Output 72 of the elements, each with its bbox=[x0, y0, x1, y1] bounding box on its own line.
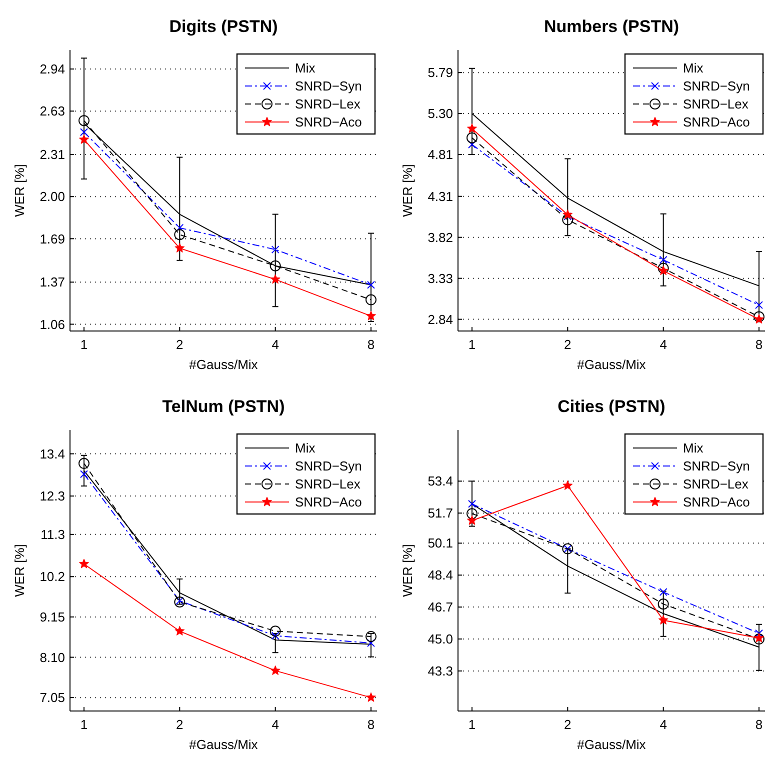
legend-label: SNRD−Aco bbox=[683, 114, 750, 130]
x-axis-title: #Gauss/Mix bbox=[189, 357, 258, 372]
legend-label: Mix bbox=[683, 60, 704, 76]
y-tick-label: 1.69 bbox=[40, 231, 65, 246]
x-axis-title: #Gauss/Mix bbox=[577, 737, 646, 752]
y-axis-title: WER [%] bbox=[12, 544, 27, 597]
legend-label: SNRD−Syn bbox=[295, 78, 362, 94]
x-tick-label: 2 bbox=[564, 337, 572, 352]
chart-title: Cities (PSTN) bbox=[558, 397, 666, 416]
x-tick-label: 2 bbox=[176, 717, 184, 732]
y-tick-label: 43.3 bbox=[428, 664, 453, 679]
y-tick-label: 10.2 bbox=[40, 569, 65, 584]
x-tick-label: 4 bbox=[272, 337, 279, 352]
x-axis-title: #Gauss/Mix bbox=[189, 737, 258, 752]
y-axis-title: WER [%] bbox=[400, 164, 415, 217]
x-tick-label: 4 bbox=[272, 717, 279, 732]
legend-label: SNRD−Aco bbox=[295, 114, 362, 130]
y-tick-label: 11.3 bbox=[40, 526, 65, 542]
x-tick-label: 1 bbox=[80, 337, 88, 352]
x-tick-label: 2 bbox=[564, 717, 572, 732]
y-tick-label: 48.4 bbox=[428, 568, 453, 583]
y-tick-label: 2.63 bbox=[40, 104, 65, 119]
legend-label: Mix bbox=[295, 440, 316, 456]
y-tick-label: 51.7 bbox=[428, 506, 453, 521]
legend-label: Mix bbox=[683, 440, 704, 456]
legend-label: SNRD−Syn bbox=[683, 78, 750, 94]
y-tick-label: 13.4 bbox=[40, 446, 65, 462]
y-tick-label: 5.30 bbox=[428, 106, 453, 122]
legend-label: Mix bbox=[295, 60, 316, 76]
legend-label: SNRD−Lex bbox=[295, 476, 361, 492]
y-tick-label: 1.06 bbox=[40, 316, 65, 332]
legend-label: SNRD−Aco bbox=[295, 494, 362, 510]
y-tick-label: 1.37 bbox=[40, 274, 65, 290]
y-tick-label: 50.1 bbox=[428, 536, 453, 551]
legend-label: SNRD−Lex bbox=[683, 96, 749, 112]
y-tick-label: 46.7 bbox=[428, 600, 453, 615]
chart-title: Digits (PSTN) bbox=[169, 17, 278, 36]
chart-title: Numbers (PSTN) bbox=[544, 17, 680, 36]
y-tick-label: 9.15 bbox=[40, 610, 65, 624]
y-tick-label: 45.0 bbox=[428, 632, 453, 647]
legend-label: SNRD−Lex bbox=[295, 96, 361, 112]
y-tick-label: 2.84 bbox=[428, 312, 453, 327]
y-tick-label: 2.94 bbox=[40, 62, 65, 77]
x-tick-label: 8 bbox=[367, 337, 375, 352]
y-tick-label: 5.79 bbox=[428, 65, 453, 80]
legend-label: SNRD−Syn bbox=[295, 458, 362, 474]
y-tick-label: 2.00 bbox=[40, 189, 65, 204]
y-axis-title: WER [%] bbox=[400, 544, 415, 597]
y-tick-label: 53.4 bbox=[428, 474, 453, 489]
y-tick-label: 3.33 bbox=[428, 270, 453, 286]
x-tick-label: 8 bbox=[755, 337, 763, 352]
x-tick-label: 1 bbox=[468, 337, 476, 352]
y-tick-label: 3.82 bbox=[428, 230, 453, 245]
y-axis-title: WER [%] bbox=[12, 164, 27, 217]
legend-label: SNRD−Lex bbox=[683, 476, 749, 492]
x-tick-label: 8 bbox=[755, 717, 763, 732]
y-tick-label: 4.31 bbox=[428, 188, 453, 204]
legend-label: SNRD−Syn bbox=[683, 458, 750, 474]
x-tick-label: 4 bbox=[660, 717, 667, 732]
x-tick-label: 1 bbox=[80, 717, 88, 732]
y-tick-label: 2.31 bbox=[40, 147, 65, 162]
legend-label: SNRD−Aco bbox=[683, 494, 750, 510]
x-tick-label: 8 bbox=[367, 717, 375, 732]
y-tick-label: 8.10 bbox=[40, 650, 65, 665]
y-tick-label: 7.05 bbox=[40, 690, 65, 706]
chart-title: TelNum (PSTN) bbox=[162, 397, 285, 416]
x-axis-title: #Gauss/Mix bbox=[577, 357, 646, 372]
x-tick-label: 2 bbox=[176, 337, 184, 352]
x-tick-label: 1 bbox=[468, 717, 476, 732]
y-tick-label: 12.3 bbox=[40, 488, 65, 504]
x-tick-label: 4 bbox=[660, 337, 667, 352]
y-tick-label: 4.81 bbox=[428, 147, 453, 162]
